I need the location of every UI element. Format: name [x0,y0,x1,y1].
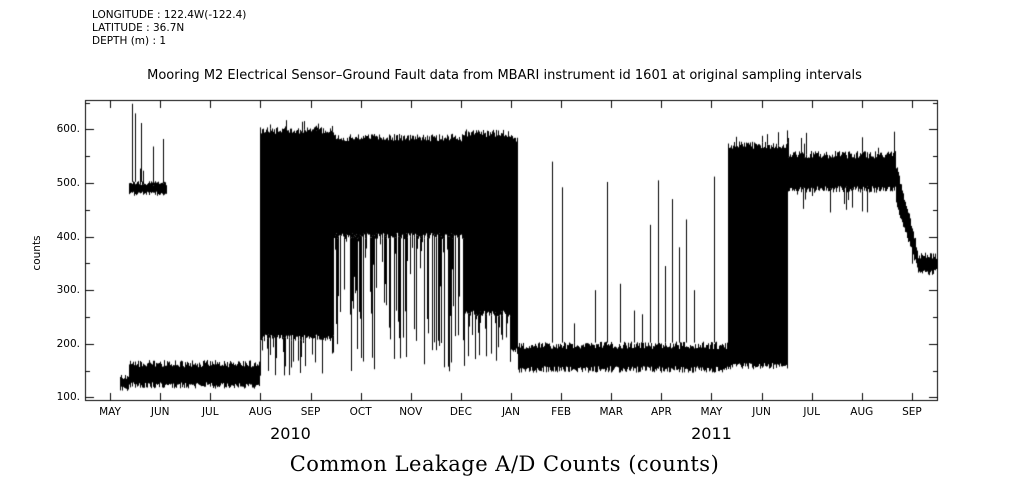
x-tick-label: DEC [449,406,472,418]
x-tick-label: SEP [300,406,321,418]
x-tick-label: MAR [599,406,623,418]
x-tick-label: FEB [551,406,572,418]
x-tick-label: MAY [99,406,121,418]
y-axis-title: counts [31,235,43,271]
x-tick-label: APR [650,406,672,418]
x-tick-label: JAN [502,406,520,418]
x-tick-label: JUN [150,406,170,418]
x-tick-label: JUL [803,406,821,418]
x-tick-label: AUG [248,406,272,418]
x-tick-label: SEP [902,406,922,418]
y-tick-label: 300. [56,284,80,297]
y-tick-label: 200. [56,337,80,350]
x-tick-label: AUG [850,406,874,418]
y-tick-label: 600. [56,123,80,136]
x-tick-label: JUL [201,406,219,418]
year-label: 2010 [270,424,311,443]
year-label: 2011 [691,424,732,443]
x-tick-label: JUN [752,406,771,418]
y-tick-label: 100. [56,391,80,404]
y-tick-label: 400. [56,230,80,243]
x-tick-label: OCT [349,406,372,418]
chart-caption: Common Leakage A/D Counts (counts) [289,452,720,476]
x-tick-label: MAY [700,406,723,418]
y-tick-label: 500. [56,177,80,190]
x-tick-label: NOV [399,406,423,418]
